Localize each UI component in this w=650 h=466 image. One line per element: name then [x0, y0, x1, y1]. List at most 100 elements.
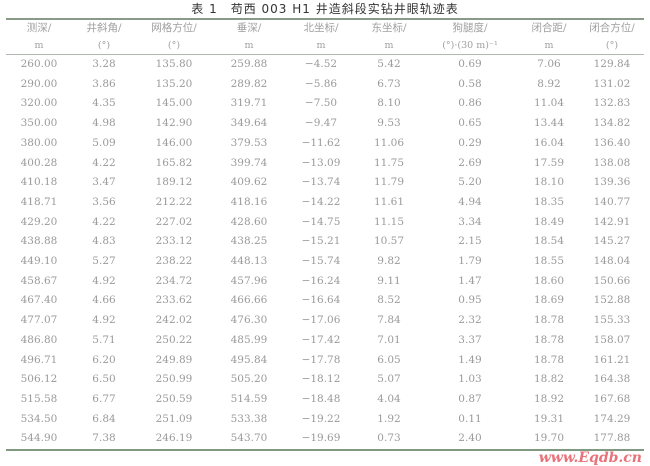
table-cell: −14.75 [301, 215, 341, 228]
table-cell: 1.79 [458, 255, 482, 268]
table-cell: 8.92 [537, 77, 561, 90]
table-cell: −11.62 [301, 136, 341, 149]
table-cell: 131.02 [593, 77, 631, 90]
column-unit: m [356, 37, 422, 55]
table-cell: 18.35 [533, 195, 565, 208]
table-cell: 18.78 [533, 314, 565, 327]
table-cell: 11.15 [373, 215, 405, 228]
table-cell: 485.99 [230, 333, 268, 346]
column-unit: (°) [580, 37, 644, 55]
table-title: 表 1 苟西 003 H1 井造斜段实钻井眼轨迹表 [191, 2, 459, 16]
table-row: 429.20 4.22 227.02 428.60 −14.75 11.15 3.34 18.… [6, 213, 644, 233]
column-unit: m [6, 37, 72, 55]
table-cell: 9.82 [377, 255, 401, 268]
table-cell: 0.29 [458, 136, 482, 149]
table-cell: 4.66 [92, 294, 116, 307]
table-cell: 234.72 [155, 274, 193, 287]
table-cell: 495.84 [230, 353, 268, 366]
table-row: 534.50 6.84 251.09 533.38 −19.22 1.92 0.11 19.3… [6, 410, 644, 430]
table-cell: −16.24 [301, 274, 341, 287]
column-unit: (°) [72, 37, 136, 55]
table-cell: 11.79 [373, 176, 405, 189]
table-cell: 13.44 [533, 117, 565, 130]
table-cell: 227.02 [155, 215, 193, 228]
table-body: 260.00 3.28 135.80 259.88 −4.52 5.42 0.69 7.06 1… [6, 55, 644, 452]
table-cell: 18.10 [533, 176, 565, 189]
table-cell: 320.00 [20, 97, 58, 110]
table-cell: 9.53 [377, 117, 401, 130]
table-cell: 0.95 [458, 294, 482, 307]
watermark: www.Eqdb.cn [538, 450, 642, 466]
table-cell: 448.13 [230, 255, 268, 268]
table-row: 449.10 5.27 238.22 448.13 −15.74 9.82 1.79 18.5… [6, 252, 644, 272]
table-row: 350.00 4.98 142.90 349.64 −9.47 9.53 0.65 13.44… [6, 114, 644, 134]
table-cell: 6.84 [92, 412, 116, 425]
table-cell: 242.02 [155, 314, 193, 327]
table-cell: 7.38 [72, 429, 136, 452]
table-cell: 2.40 [422, 429, 518, 452]
table-cell: 438.25 [230, 235, 268, 248]
table-cell: 350.00 [20, 117, 58, 130]
table-cell: 18.49 [533, 215, 565, 228]
column-unit: m [518, 37, 580, 55]
table-cell: −13.09 [301, 156, 341, 169]
table-cell: 233.62 [155, 294, 193, 307]
table-cell: 4.04 [377, 392, 401, 405]
table-row: 400.28 4.22 165.82 399.74 −13.09 11.75 2.69 17.… [6, 154, 644, 174]
table-cell: 3.37 [458, 333, 482, 346]
table-cell: 496.71 [20, 353, 58, 366]
table-cell: −17.06 [301, 314, 341, 327]
table-cell: 167.68 [593, 392, 631, 405]
table-cell: 138.08 [593, 156, 631, 169]
table-row: 380.00 5.09 146.00 379.53 −11.62 11.06 0.29 16.… [6, 134, 644, 154]
table-cell: 11.06 [373, 136, 405, 149]
table-row: 477.07 4.92 242.02 476.30 −17.06 7.84 2.32 18.7… [6, 311, 644, 331]
table-cell: 18.78 [533, 333, 565, 346]
table-row: 418.71 3.56 212.22 418.16 −14.22 11.61 4.94 18.… [6, 193, 644, 213]
table-cell: 409.62 [230, 176, 268, 189]
table-cell: 134.82 [593, 117, 631, 130]
table-cell: 418.16 [230, 195, 268, 208]
table-cell: 0.73 [356, 429, 422, 452]
table-row: 496.71 6.20 249.89 495.84 −17.78 6.05 1.49 18.7… [6, 351, 644, 371]
table-cell: 1.47 [458, 274, 482, 287]
table-cell: 438.88 [20, 235, 58, 248]
table-cell: 164.38 [593, 373, 631, 386]
table-cell: 349.64 [230, 117, 268, 130]
table-cell: 18.82 [533, 373, 565, 386]
table-cell: 139.36 [593, 176, 631, 189]
table-cell: 140.77 [593, 195, 631, 208]
table-cell: 11.04 [533, 97, 565, 110]
table-cell: 10.57 [373, 235, 405, 248]
table-cell: −15.74 [301, 255, 341, 268]
table-cell: 129.84 [593, 58, 631, 70]
table-cell: 2.15 [458, 235, 482, 248]
column-header: 狗腿度/ [422, 18, 518, 37]
table-cell: 19.31 [533, 412, 565, 425]
trajectory-table: 测深/井斜角/网格方位/垂深/北坐标/东坐标/狗腿度/闭合距/闭合方位/ m (°… [6, 18, 644, 452]
table-cell: 142.90 [155, 117, 193, 130]
table-cell: 0.69 [458, 58, 482, 70]
column-header: 闭合距/ [518, 18, 580, 37]
table-cell: 152.88 [593, 294, 631, 307]
table-cell: 534.50 [20, 412, 58, 425]
table-cell: 6.50 [92, 373, 116, 386]
table-cell: 0.58 [458, 77, 482, 90]
table-cell: 233.12 [155, 235, 193, 248]
table-cell: 319.71 [230, 97, 268, 110]
table-cell: 289.82 [230, 77, 268, 90]
table-row: 410.18 3.47 189.12 409.62 −13.74 11.79 5.20 18.… [6, 173, 644, 193]
table-cell: 1.92 [377, 412, 401, 425]
table-cell: 1.03 [458, 373, 482, 386]
table-cell: 18.60 [533, 274, 565, 287]
table-cell: 457.96 [230, 274, 268, 287]
table-row: 486.80 5.71 250.22 485.99 −17.42 7.01 3.37 18.7… [6, 331, 644, 351]
table-row: 320.00 4.35 145.00 319.71 −7.50 8.10 0.86 11.04… [6, 94, 644, 114]
table-row: 515.58 6.77 250.59 514.59 −18.48 4.04 0.87 18.9… [6, 390, 644, 410]
table-row: 467.40 4.66 233.62 466.66 −16.64 8.52 0.95 18.6… [6, 291, 644, 311]
table-cell: 476.30 [230, 314, 268, 327]
table-cell: −5.86 [304, 77, 338, 90]
table-cell: 5.07 [377, 373, 401, 386]
table-cell: 449.10 [20, 255, 58, 268]
table-cell: 515.58 [20, 392, 58, 405]
